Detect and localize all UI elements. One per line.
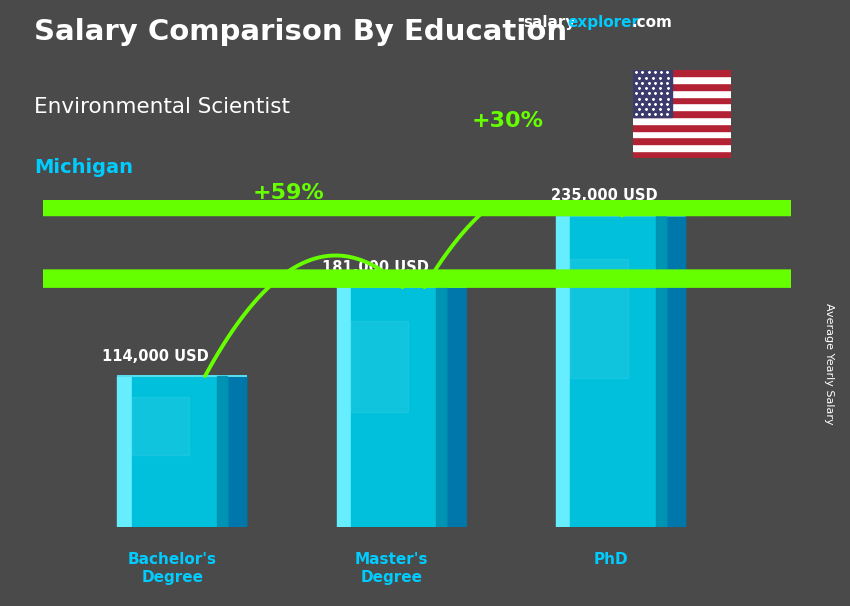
Bar bbox=[556, 216, 570, 527]
Bar bbox=[633, 124, 731, 130]
Text: .com: .com bbox=[632, 15, 672, 30]
Bar bbox=[132, 376, 227, 527]
Bar bbox=[633, 130, 731, 138]
Text: 114,000 USD: 114,000 USD bbox=[102, 348, 209, 364]
Bar bbox=[633, 104, 731, 110]
Bar bbox=[633, 151, 731, 158]
Bar bbox=[132, 397, 189, 454]
Text: +30%: +30% bbox=[472, 112, 543, 132]
Text: 235,000 USD: 235,000 USD bbox=[551, 188, 658, 203]
Bar bbox=[633, 138, 731, 144]
Bar bbox=[337, 287, 351, 527]
Bar bbox=[351, 287, 446, 527]
Bar bbox=[351, 321, 408, 412]
Bar bbox=[633, 70, 672, 117]
Bar bbox=[570, 259, 627, 378]
Bar bbox=[633, 97, 731, 104]
Text: +59%: +59% bbox=[252, 183, 324, 203]
Polygon shape bbox=[227, 376, 246, 527]
Text: Environmental Scientist: Environmental Scientist bbox=[34, 97, 290, 117]
Text: Master's
Degree: Master's Degree bbox=[354, 552, 428, 585]
Text: Bachelor's
Degree: Bachelor's Degree bbox=[128, 552, 217, 585]
Bar bbox=[117, 376, 132, 527]
Polygon shape bbox=[0, 270, 850, 287]
Bar bbox=[633, 110, 731, 117]
Polygon shape bbox=[666, 216, 686, 527]
Bar bbox=[436, 287, 446, 527]
Text: PhD: PhD bbox=[593, 552, 628, 567]
Bar bbox=[656, 216, 666, 527]
Bar bbox=[633, 76, 731, 83]
Bar bbox=[570, 216, 666, 527]
Polygon shape bbox=[446, 287, 466, 527]
Bar bbox=[217, 376, 227, 527]
Text: explorer: explorer bbox=[568, 15, 640, 30]
Text: salary: salary bbox=[523, 15, 575, 30]
Text: Average Yearly Salary: Average Yearly Salary bbox=[824, 303, 834, 424]
Text: 181,000 USD: 181,000 USD bbox=[322, 260, 428, 275]
Bar bbox=[633, 117, 731, 124]
Text: Salary Comparison By Education: Salary Comparison By Education bbox=[34, 18, 567, 46]
Text: Michigan: Michigan bbox=[34, 158, 133, 176]
Bar bbox=[633, 83, 731, 90]
Bar bbox=[633, 90, 731, 97]
Bar bbox=[633, 70, 731, 76]
Polygon shape bbox=[0, 198, 850, 216]
Bar bbox=[633, 144, 731, 151]
